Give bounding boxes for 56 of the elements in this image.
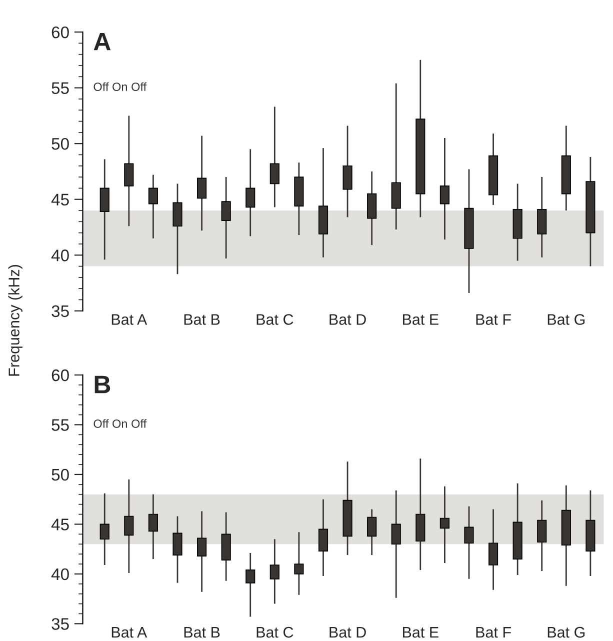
candlestick — [100, 492, 110, 566]
candlestick — [294, 531, 304, 596]
candlestick — [270, 538, 280, 604]
candlestick — [124, 115, 134, 227]
x-tick-label: Bat A — [112, 314, 148, 325]
y-axis-title: Frequency (kHz) — [8, 264, 22, 376]
candlestick — [440, 486, 450, 564]
candlestick — [440, 137, 450, 240]
candlestick — [246, 148, 256, 237]
candlestick — [148, 174, 158, 240]
annotation: B — [94, 376, 110, 394]
annotation: Off On Off — [94, 82, 147, 91]
candlestick — [270, 106, 280, 208]
x-tick-label: Bat B — [184, 627, 220, 638]
x-tick-label: Bat C — [256, 626, 294, 638]
candlestick — [367, 508, 377, 556]
y-tick-label: 35 — [52, 305, 69, 318]
candlestick — [172, 183, 182, 275]
candlestick — [221, 176, 231, 260]
y-tick-label: 35 — [52, 618, 69, 630]
candlestick — [196, 135, 207, 232]
y-tick-label: 60 — [52, 369, 69, 382]
candlestick — [488, 508, 498, 591]
y-tick-label: 50 — [52, 468, 69, 481]
candlestick — [318, 498, 328, 577]
x-tick-label: Bat F — [476, 314, 511, 325]
y-tick-label: 40 — [51, 568, 69, 580]
candlestick — [537, 500, 547, 572]
y-tick-label: 50 — [52, 138, 69, 150]
y-tick-label: 55 — [52, 419, 69, 431]
x-tick-label: Bat F — [476, 627, 511, 638]
y-tick-label: 55 — [52, 82, 69, 94]
candlestick — [148, 494, 158, 560]
y-tick-label: 45 — [51, 518, 69, 530]
x-tick-label: Bat C — [256, 314, 294, 325]
x-tick-label: Bat A — [112, 627, 148, 638]
candlestick — [464, 506, 474, 580]
y-tick-label: 60 — [52, 26, 69, 38]
candlestick — [391, 490, 401, 599]
x-tick-label: Bat G — [548, 626, 585, 638]
candlestick — [246, 552, 256, 618]
x-tick-label: Bat E — [402, 314, 438, 325]
x-tick-label: Bat G — [548, 314, 585, 325]
y-tick-label: 45 — [51, 194, 69, 206]
annotation: A — [94, 32, 111, 50]
candlestick — [172, 516, 182, 584]
candlestick — [100, 158, 110, 260]
x-tick-label: Bat E — [402, 627, 438, 638]
candlestick — [342, 125, 352, 218]
x-tick-label: Bat D — [330, 627, 366, 638]
x-tick-label: Bat D — [330, 314, 366, 325]
y-tick-label: 40 — [51, 250, 69, 262]
candlestick — [124, 478, 134, 574]
candlestick — [196, 510, 207, 593]
x-tick-label: Bat B — [184, 314, 220, 325]
annotation: Off On Off — [94, 419, 147, 428]
